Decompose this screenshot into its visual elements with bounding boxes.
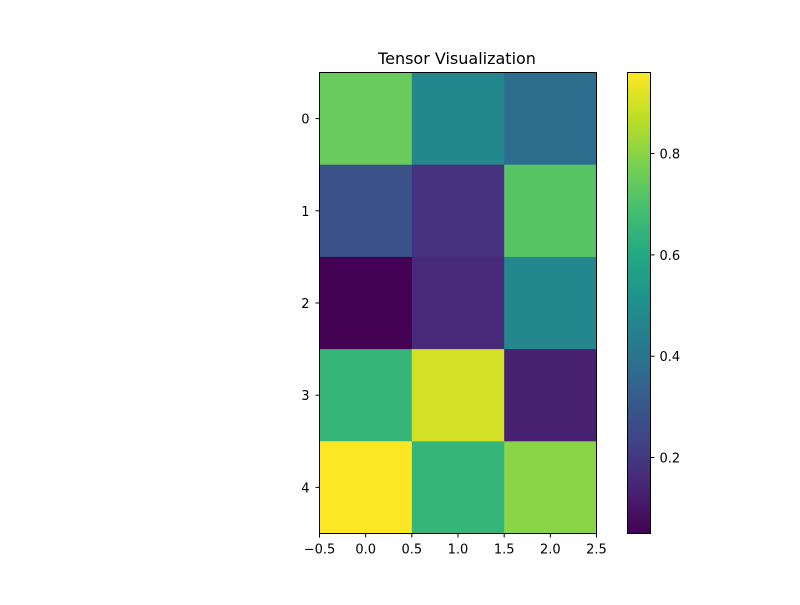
heatmap-cell-r0-c0 (319, 72, 413, 166)
heatmap-cell-r3-c2 (504, 349, 597, 442)
y-tick-label: 2 (301, 297, 309, 312)
heatmap-cell-r2-c1 (411, 256, 505, 350)
x-tick-label: 1.0 (448, 543, 469, 558)
heatmap-cell-r0-c1 (411, 72, 505, 166)
heatmap-cell-r1-c1 (411, 164, 505, 258)
y-tick-label: 4 (301, 481, 309, 496)
y-tick-label: 3 (301, 389, 309, 404)
heatmap-cell-r2-c0 (319, 256, 413, 350)
y-tick-label: 0 (301, 113, 309, 128)
colorbar-tick-label: 0.2 (660, 452, 681, 467)
heatmap-cell-r4-c2 (504, 441, 597, 534)
x-tick-label: 1.5 (494, 543, 515, 558)
heatmap-cell-r1-c2 (504, 164, 597, 258)
x-axis: −0.5 0.0 0.5 1.0 1.5 2.0 2.5 (304, 533, 607, 558)
y-tick-label: 1 (301, 205, 309, 220)
heatmap-cell-r0-c2 (504, 72, 597, 166)
heatmap-cell-r1-c0 (319, 164, 413, 258)
x-tick-label: −0.5 (304, 543, 336, 558)
x-tick-label: 0.5 (401, 543, 422, 558)
x-tick-label: 2.0 (540, 543, 561, 558)
x-tick-label: 2.5 (586, 543, 607, 558)
colorbar-tick-label: 0.6 (660, 249, 681, 264)
y-axis: 0 1 2 3 4 (301, 113, 320, 496)
heatmap-cell-r4-c0 (319, 441, 413, 534)
heatmap-cell-r2-c2 (504, 256, 597, 350)
x-tick-label: 0.0 (355, 543, 376, 558)
chart-title: Tensor Visualization (377, 49, 536, 68)
heatmap-cell-r4-c1 (411, 441, 505, 534)
colorbar-gradient (627, 72, 651, 534)
heatmap-cell-r3-c0 (319, 349, 413, 442)
colorbar-tick-label: 0.8 (660, 148, 681, 163)
colorbar: 0.2 0.4 0.6 0.8 (627, 72, 681, 534)
heatmap-cell-r3-c1 (411, 349, 505, 442)
colorbar-tick-label: 0.4 (660, 350, 681, 365)
heatmap-cells (319, 72, 597, 534)
